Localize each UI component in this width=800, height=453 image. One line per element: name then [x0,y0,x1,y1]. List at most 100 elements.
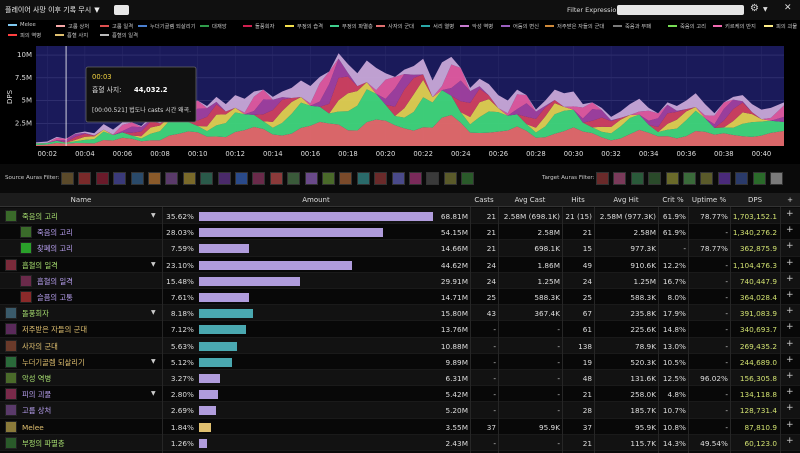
legend-item[interactable]: 대재앙 [200,22,227,30]
add-icon[interactable]: + [786,387,794,398]
dps-chart[interactable]: 2.5M 5M 7.5M 10M 00:02 00:04 00:06 00:08 00:10 00… [0,42,800,164]
legend-item[interactable]: 서리 열병 [421,22,454,30]
ability-name[interactable]: Melee [22,422,44,432]
legend-item[interactable]: 키르케의 반지 [713,22,756,30]
source-aura-icon[interactable] [113,172,127,185]
table-row[interactable]: 고룹 상처 2.69% 5.20M - - 28 185.7K 10.7% - 128,731.4… [0,402,800,419]
target-aura-icon[interactable] [630,172,644,185]
legend-item[interactable]: 악성 역병 [460,22,493,30]
ability-name[interactable]: 흡혈의 일격 [37,276,73,286]
target-aura-icon[interactable] [596,172,609,185]
source-aura-icon[interactable] [130,172,144,185]
target-aura-icon[interactable] [752,172,766,185]
expand-chevron-icon[interactable]: ▼ [151,309,156,317]
source-aura-icon[interactable] [78,172,92,185]
ability-name[interactable]: 저주받은 자들의 군대 [22,325,88,335]
source-aura-icon[interactable] [200,172,214,185]
table-row[interactable]: 피의 괴물 ▼ 2.80% 5.42M - - 21 258.0K 4.8% - 134,118.8… [0,386,800,403]
table-row[interactable]: 돌풍회자 ▼ 8.18% 15.80M 43 367.4K 67 235.8K 17.9% - 39… [0,305,800,322]
target-aura-icon[interactable] [700,172,714,185]
source-aura-icon[interactable] [322,172,335,185]
col-name[interactable]: Name [70,196,92,204]
col-crit[interactable]: Crit % [662,196,684,204]
expand-chevron-icon[interactable]: ▼ [151,390,156,398]
legend-item[interactable]: 누더기골렘 되살리기 [138,22,196,30]
table-row[interactable]: 흡혈의 일격 15.48% 29.91M 24 1.25M 24 1.25M 16.7% - 74… [0,272,800,289]
gear-icon[interactable]: ⚙ [750,3,759,14]
source-aura-icon[interactable] [165,172,179,185]
table-row[interactable]: 부정의 파멸층 1.26% 2.43M - - 21 115.7K 14.3% 49.54% 60… [0,434,800,451]
col-dps[interactable]: DPS [747,196,763,204]
table-row[interactable]: Melee 1.84% 3.55M 37 95.9K 37 95.9K 10.8% - 87,81… [0,418,800,435]
close-icon[interactable]: ✕ [784,3,792,13]
ability-name[interactable]: 부정의 파멸층 [22,438,65,448]
ability-name[interactable]: 흡혈의 일격 [22,260,58,270]
ability-name[interactable]: 죽음의 고리 [37,228,73,238]
ability-name[interactable]: 악성 역병 [22,374,52,383]
col-avg-cast[interactable]: Avg Cast [514,196,546,204]
legend-item[interactable]: 돌풍회자 [243,22,275,30]
legend-item[interactable]: 부정의 습격 [285,22,323,30]
legend-item[interactable]: 흡혈 사지 [55,31,88,39]
table-row[interactable]: 사자의 군대 5.63% 10.88M - - 138 78.9K 13.0% - 269,435… [0,337,800,354]
ability-name[interactable]: 찾폐의 고리 [37,244,73,254]
col-amount[interactable]: Amount [302,196,330,204]
add-icon[interactable]: + [786,338,794,349]
col-casts[interactable]: Casts [474,196,494,204]
legend-item[interactable]: 사자의 군대 [376,22,414,30]
add-icon[interactable]: + [786,419,794,430]
target-aura-icon[interactable] [770,172,783,185]
ability-name[interactable]: 피의 괴물 [22,390,52,400]
target-aura-icon[interactable] [648,172,662,185]
target-aura-icon[interactable] [717,172,731,185]
source-aura-icon[interactable] [148,172,161,185]
legend-item[interactable]: 고룹 일격 [100,22,133,30]
ability-name[interactable]: 누더기골렘 되살리기 [22,357,85,367]
legend-item[interactable]: 어둠의 변신 [501,22,539,30]
add-icon[interactable]: + [786,435,794,446]
col-avg-hit[interactable]: Avg Hit [613,196,639,204]
legend-item[interactable]: 부정의 파멸층 [330,22,373,30]
expand-chevron-icon[interactable]: ▼ [151,357,156,365]
table-row[interactable]: 찾폐의 고리 7.59% 14.66M 21 698.1K 15 977.3K - 78.77%… [0,240,800,257]
add-icon[interactable]: + [786,209,794,219]
source-aura-icon[interactable] [391,172,405,185]
legend-item[interactable]: 피의 역병 [8,31,41,39]
source-aura-icon[interactable] [95,172,109,185]
filter-expression-input[interactable] [617,5,744,15]
source-aura-icon[interactable] [461,172,475,185]
source-aura-icon[interactable] [409,172,422,185]
toggle-button[interactable] [113,5,129,15]
col-hits[interactable]: Hits [571,196,585,204]
legend-item[interactable]: 고룹 상처 [56,22,89,30]
legend-item[interactable]: 저주받은 자들의 군대 [545,22,604,30]
col-add-button[interactable]: + [787,196,793,204]
source-aura-icon[interactable] [304,172,318,185]
ability-name[interactable]: 사자의 군대 [22,341,58,351]
legend-item[interactable]: 흡혈의 일격 [100,31,138,39]
source-aura-icon[interactable] [356,172,370,185]
add-icon[interactable]: + [786,306,794,317]
add-icon[interactable]: + [786,225,794,236]
source-aura-icon[interactable] [182,172,196,185]
add-icon[interactable]: + [786,241,794,252]
legend-item[interactable]: 죽음의 고리 [668,22,706,30]
source-aura-icon[interactable] [252,172,266,185]
target-aura-icon[interactable] [665,172,679,185]
chart-svg[interactable]: 2.5M 5M 7.5M 10M 00:02 00:04 00:06 00:08 00:10 00… [0,42,800,164]
add-icon[interactable]: + [786,322,794,333]
add-icon[interactable]: + [786,290,794,300]
ability-name[interactable]: 죽음의 고리 [22,212,58,221]
settings-chevron-icon[interactable]: ▼ [763,6,768,13]
table-row[interactable]: 죽음의 고리 28.03% 54.15M 21 2.58M 21 2.58M 61.9% -1,… [0,224,800,241]
table-row[interactable]: 저주받은 자들의 군대 7.12% 13.76M - - 61 225.6K 14.8% - 34… [0,321,800,338]
target-aura-icon[interactable] [735,172,749,185]
ability-name[interactable]: 돌풍회자 [22,309,49,319]
legend-item[interactable]: Melee [8,22,36,28]
source-aura-icon[interactable] [217,172,231,185]
source-aura-icon[interactable] [426,172,440,185]
source-aura-icon[interactable] [269,172,283,185]
table-row[interactable]: 누더기골렘 되살리기 ▼ 5.12% 9.89M - - 19 520.3K 10.5% - 244… [0,353,800,370]
target-aura-icon[interactable] [613,172,627,185]
source-aura-icon[interactable] [287,172,301,185]
